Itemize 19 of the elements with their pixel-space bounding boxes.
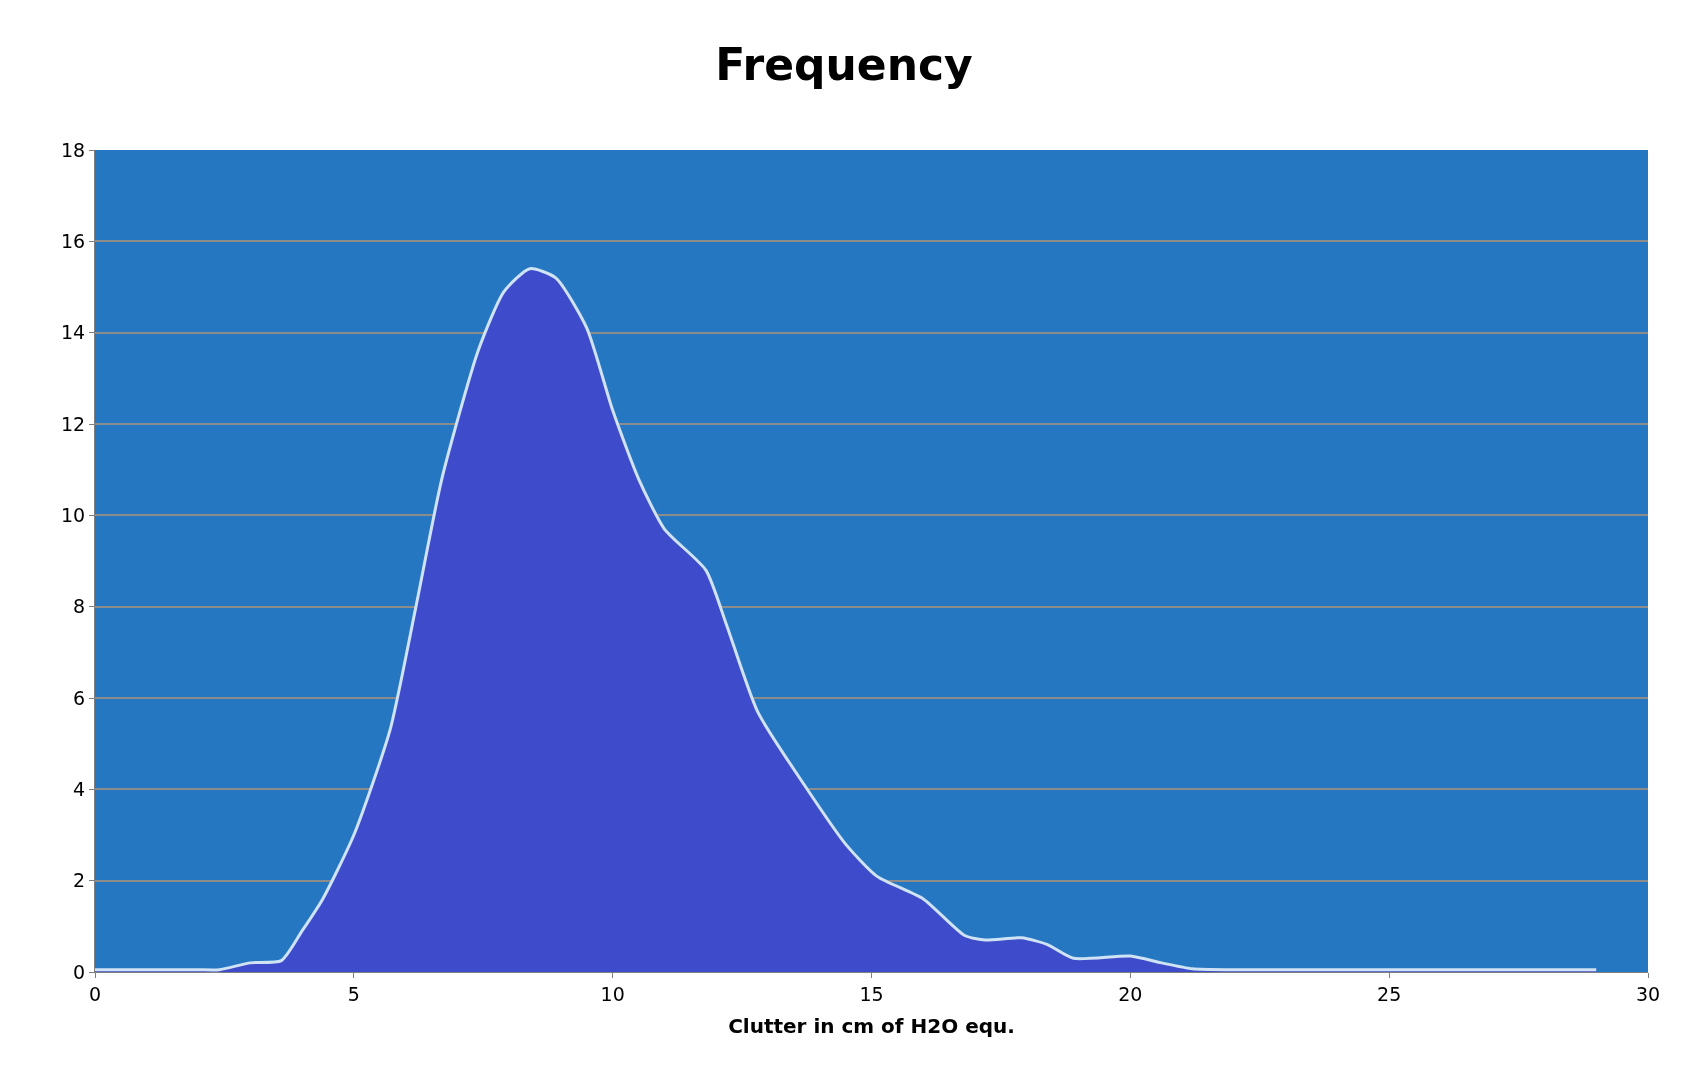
x-tick-label: 10 xyxy=(600,982,625,1005)
x-tick-label: 25 xyxy=(1377,982,1402,1005)
y-tick-label: 8 xyxy=(73,595,86,618)
x-tick-label: 30 xyxy=(1635,982,1661,1005)
x-tick-label: 20 xyxy=(1118,982,1143,1005)
chart-title: Frequency xyxy=(715,38,973,90)
y-tick-label: 14 xyxy=(61,321,86,344)
y-tick-label: 10 xyxy=(61,503,86,526)
y-tick-label: 4 xyxy=(73,777,86,800)
y-tick-label: 12 xyxy=(61,412,86,435)
y-tick-label: 0 xyxy=(73,960,86,983)
y-tick-label: 6 xyxy=(73,686,86,709)
y-tick-label: 18 xyxy=(61,138,86,161)
y-tick-label: 2 xyxy=(73,869,86,892)
x-tick-label: 0 xyxy=(88,982,102,1005)
y-tick-label: 16 xyxy=(61,229,86,252)
x-tick-label: 15 xyxy=(859,982,884,1005)
x-tick-label: 5 xyxy=(347,982,360,1005)
x-axis-title: Clutter in cm of H2O equ. xyxy=(728,1014,1015,1039)
